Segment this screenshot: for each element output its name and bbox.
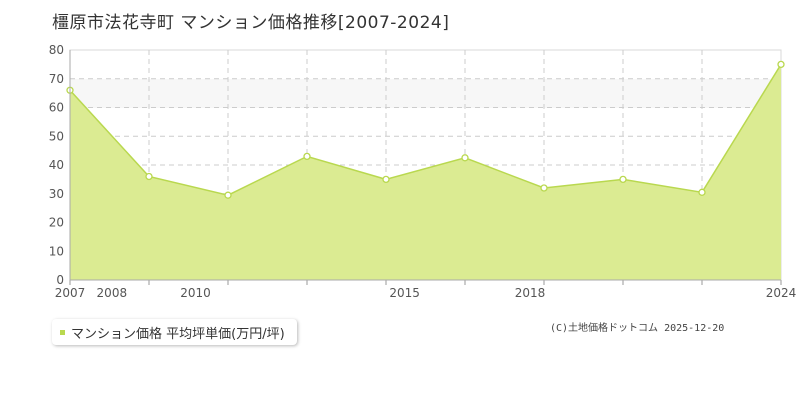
- y-tick-label: 80: [49, 43, 64, 57]
- data-point: [224, 191, 232, 199]
- data-point: [382, 175, 390, 184]
- data-point: [698, 188, 706, 196]
- y-tick-label: 50: [49, 129, 64, 143]
- y-tick-label: 0: [56, 273, 64, 287]
- series-area: [70, 64, 781, 280]
- x-axis-ticks: 2007 2008 2010 2015 2018 2024: [55, 280, 797, 300]
- y-tick-label: 20: [49, 216, 64, 230]
- data-point: [461, 154, 469, 162]
- x-tick-label: 2024: [766, 286, 797, 300]
- data-point: [145, 172, 153, 181]
- plot-band-top: [70, 79, 781, 108]
- credit-text: (C)土地価格ドットコム 2025-12-20: [550, 323, 725, 334]
- y-tick-label: 30: [49, 187, 64, 201]
- series-line: [69, 63, 782, 196]
- data-point: [777, 60, 785, 69]
- legend-label: マンション価格 平均坪単価(万円/坪): [71, 326, 285, 342]
- legend-swatch: [60, 329, 65, 335]
- chart-title: 橿原市法花寺町 マンション価格推移[2007-2024]: [52, 13, 450, 33]
- x-tick-label: 2015: [389, 286, 420, 300]
- data-point: [619, 175, 627, 184]
- x-tick-label: 2007: [55, 286, 86, 300]
- data-point: [540, 184, 548, 192]
- data-point: [303, 152, 311, 161]
- legend: マンション価格 平均坪単価(万円/坪): [52, 319, 297, 345]
- y-tick-label: 40: [49, 158, 64, 172]
- y-tick-label: 10: [49, 244, 64, 258]
- x-tick-label: 2010: [180, 286, 211, 300]
- y-axis-ticks: 0 10 20 30 40 50 60 70 80: [49, 43, 64, 287]
- y-tick-label: 60: [49, 101, 64, 115]
- y-tick-label: 70: [49, 72, 64, 86]
- x-tick-label: 2008: [97, 286, 128, 300]
- x-tick-label: 2018: [515, 286, 546, 300]
- series-points: [66, 60, 785, 199]
